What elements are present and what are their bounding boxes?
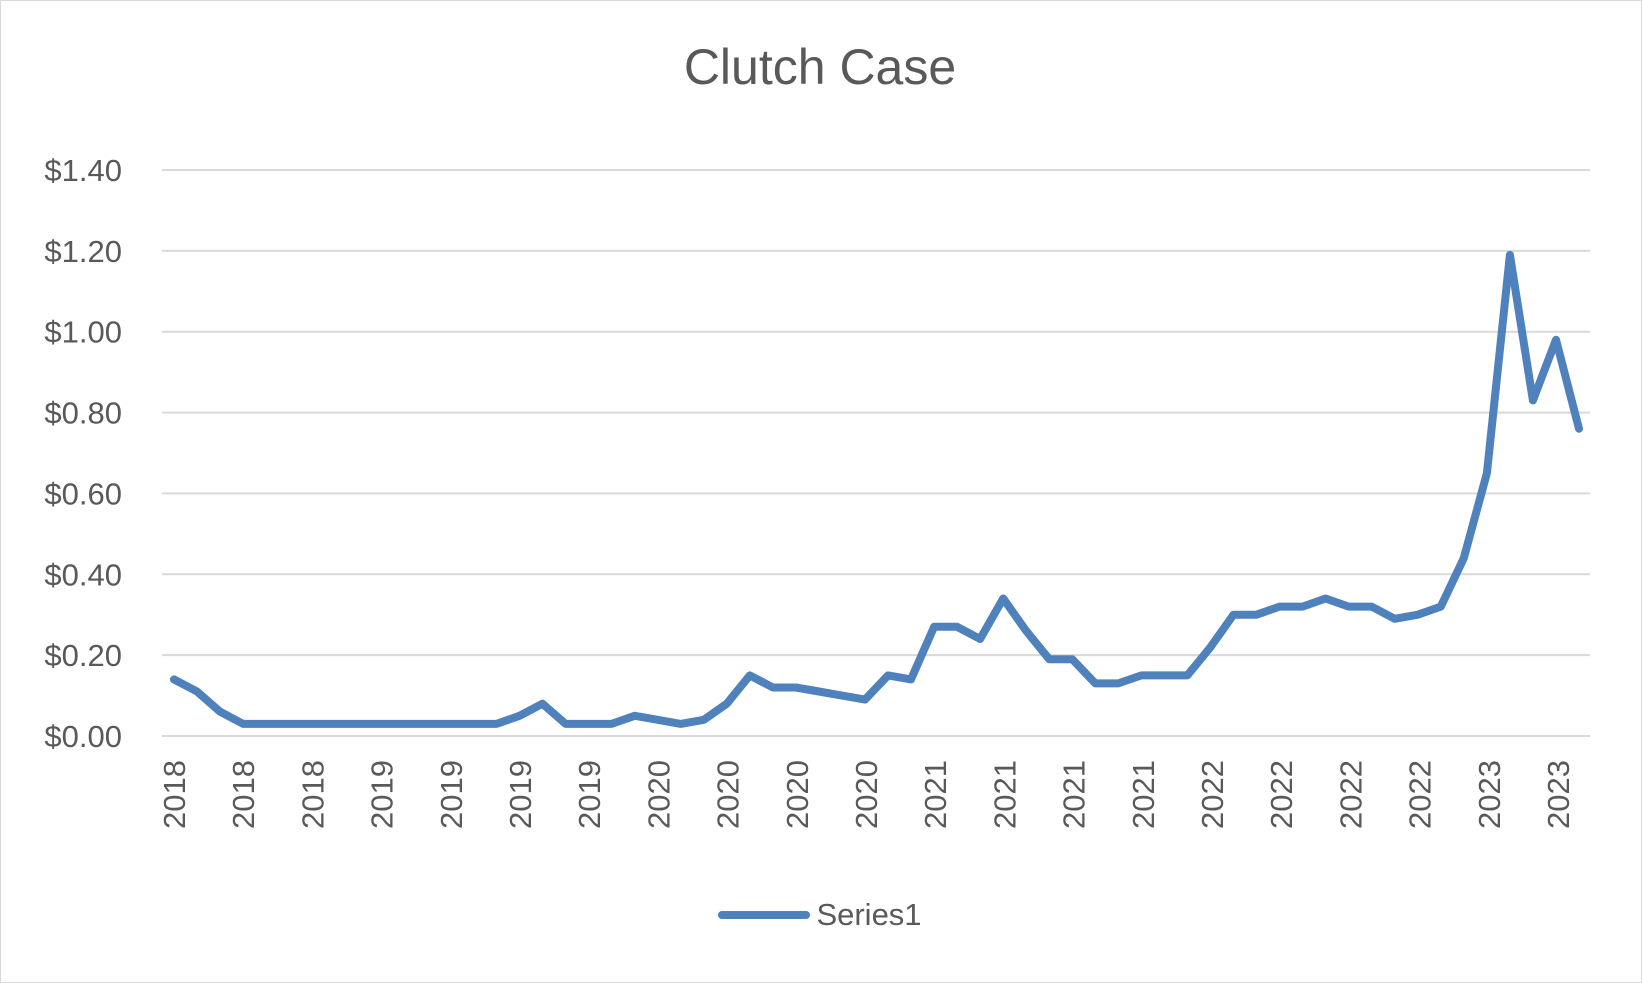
x-tick-label: 2021	[918, 760, 953, 829]
x-tick-label: 2022	[1264, 760, 1299, 829]
series-layer	[170, 250, 1583, 728]
chart-title: Clutch Case	[683, 39, 957, 95]
x-tick-label: 2021	[1126, 760, 1161, 829]
x-tick-label: 2021	[987, 760, 1022, 829]
y-tick-label: $0.60	[44, 476, 122, 511]
x-tick-label: 2022	[1403, 760, 1438, 829]
x-tick-label: 2019	[434, 760, 469, 829]
x-tick-label: 2019	[572, 760, 607, 829]
x-tick-label: 2023	[1541, 760, 1576, 829]
series-line-series1	[170, 250, 1583, 728]
y-tick-label: $0.80	[44, 396, 122, 431]
x-tick-label: 2019	[503, 760, 538, 829]
y-tick-label: $1.40	[44, 153, 122, 188]
x-tick-label: 2018	[295, 760, 330, 829]
x-tick-label: 2020	[711, 760, 746, 829]
y-tick-label: $0.00	[44, 719, 122, 754]
x-axis-tick-labels: 2018 2018 2018 2019 2019 2019 2019 2020 2020 2020…	[157, 760, 1576, 829]
legend-label-series1: Series1	[816, 897, 922, 932]
x-tick-label: 2022	[1195, 760, 1230, 829]
legend-swatch-series1	[718, 911, 811, 919]
y-axis-tick-labels: $0.00 $0.20 $0.40 $0.60 $0.80 $1.00 $1.20 $1.40	[44, 153, 122, 754]
x-tick-label: 2019	[365, 760, 400, 829]
y-tick-label: $1.00	[44, 315, 122, 350]
legend: Series1	[0, 895, 1640, 935]
x-tick-label: 2020	[780, 760, 815, 829]
x-tick-label: 2023	[1472, 760, 1507, 829]
x-tick-label: 2018	[226, 760, 261, 829]
y-tick-label: $0.40	[44, 557, 122, 592]
x-tick-label: 2022	[1333, 760, 1368, 829]
x-tick-label: 2018	[157, 760, 192, 829]
y-tick-label: $0.20	[44, 638, 122, 673]
x-tick-label: 2020	[641, 760, 676, 829]
gridlines	[162, 169, 1590, 737]
x-tick-label: 2020	[849, 760, 884, 829]
x-tick-label: 2021	[1057, 760, 1092, 829]
y-tick-label: $1.20	[44, 234, 122, 269]
